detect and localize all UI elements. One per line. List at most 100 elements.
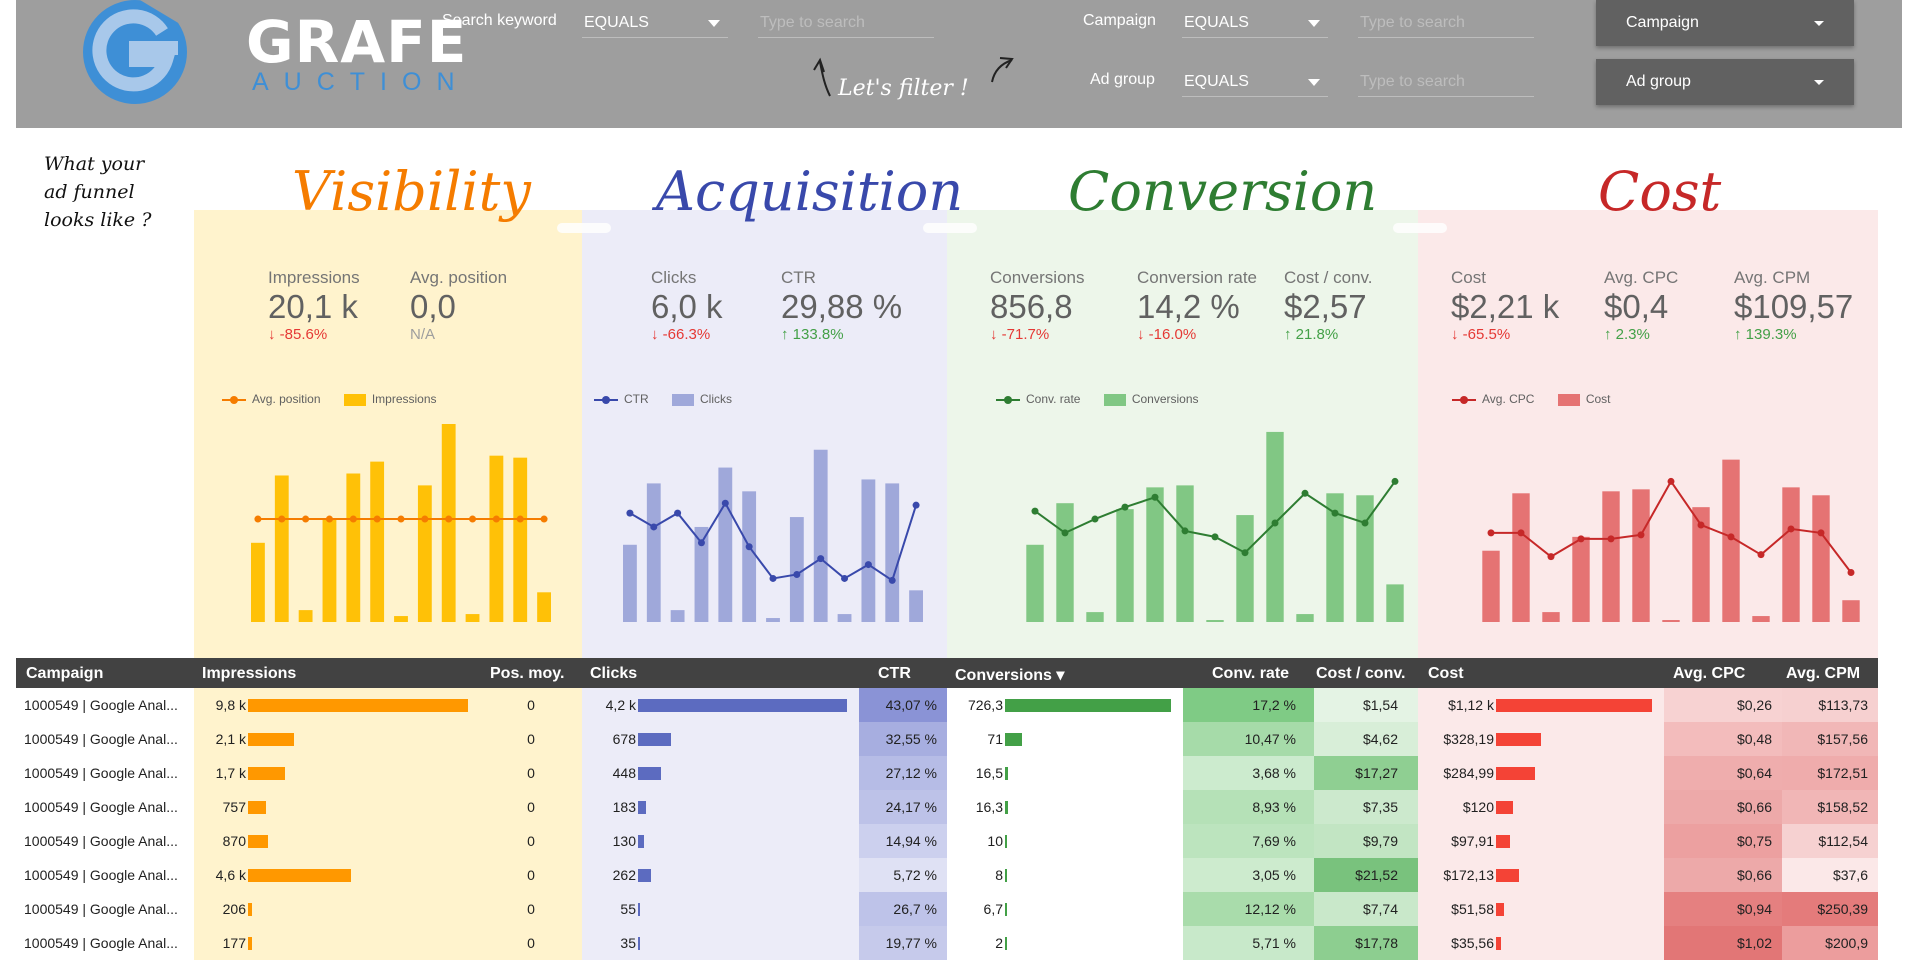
col-campaign[interactable]: Campaign <box>26 665 104 682</box>
chart-bar <box>1482 550 1500 622</box>
cost-cell-bar <box>1496 903 1504 916</box>
avg-cpm-cell-value: $200,9 <box>1825 935 1868 951</box>
cost-cell-bar <box>1496 767 1535 780</box>
chart-bar <box>1512 493 1530 622</box>
conv-rate-cell: 5,71 % <box>1183 926 1314 960</box>
impressions-cell-bar <box>248 869 352 882</box>
chart-point <box>278 515 286 523</box>
cost-chart <box>1482 459 1860 622</box>
position-cell-value: 0 <box>527 867 535 883</box>
table-row[interactable]: 1000549 | Google Anal... 2,1 k 0 678 32,55 %… <box>16 722 1878 756</box>
chart-point <box>373 515 381 523</box>
chart-bar <box>670 610 685 622</box>
table-row[interactable]: 1000549 | Google Anal... 206 0 55 26,7 % 6,7 1… <box>16 892 1878 926</box>
chart-point <box>1031 507 1039 515</box>
campaign-dropdown[interactable]: Campaign <box>1596 0 1854 46</box>
impressions-cell-bar <box>248 733 295 746</box>
kpi-value: 20,1 k <box>268 288 358 325</box>
table-row[interactable]: 1000549 | Google Anal... 9,8 k 0 4,2 k 43,07… <box>16 688 1878 722</box>
adgroup-dropdown[interactable]: Ad group <box>1596 59 1854 105</box>
avg-cpc-cell: $0,94 <box>1664 892 1782 926</box>
table-row[interactable]: 1000549 | Google Anal... 757 0 183 24,17 % 16… <box>16 790 1878 824</box>
chart-bar <box>909 590 923 622</box>
cost-cell-bar <box>1496 835 1511 848</box>
cost-cell-bar <box>1496 733 1542 746</box>
chart-point <box>325 515 333 523</box>
position-cell-value: 0 <box>527 697 535 713</box>
chart-point <box>1301 489 1309 497</box>
bar-legend-marker <box>1103 393 1126 406</box>
chart-point <box>1061 529 1069 537</box>
chart-bar <box>1722 459 1740 622</box>
impressions-cell-value: 177 <box>222 935 246 951</box>
chart-point <box>1517 529 1525 537</box>
acquisition-legend: CTR Clicks <box>594 392 732 406</box>
col-avg-cpc[interactable]: Avg. CPC <box>1673 665 1746 682</box>
clicks-cell: 4,2 k <box>582 688 859 722</box>
clicks-cell: 55 <box>582 892 859 926</box>
search-keyword-input[interactable]: Type to search <box>758 8 934 38</box>
clicks-cell-value: 4,2 k <box>605 697 636 713</box>
col-avg-cpm[interactable]: Avg. CPM <box>1786 665 1861 682</box>
cost-cell-bar <box>1496 869 1520 882</box>
chevron-down-icon <box>1814 80 1824 85</box>
filter-arrows-icon <box>813 57 1014 97</box>
cost-per-conv-cell-value: $4,62 <box>1362 731 1398 747</box>
clicks-cell-bar <box>638 767 661 780</box>
legend-bar-label: Impressions <box>371 392 437 406</box>
cost-cell-value: $328,19 <box>1443 731 1494 747</box>
impressions-cell: 1,7 k <box>194 756 480 790</box>
col-conversions[interactable]: Conversions ▾ <box>955 667 1065 684</box>
conversions-cell-value: 16,5 <box>975 765 1003 781</box>
col-cost[interactable]: Cost <box>1428 665 1464 682</box>
chart-bar <box>1692 507 1710 622</box>
col-cost-per-conv[interactable]: Cost / conv. <box>1316 665 1406 682</box>
cost-cell: $284,99 <box>1418 756 1664 790</box>
chart-bar <box>1752 616 1770 622</box>
kpi-delta: ↑ 2.3% <box>1604 326 1650 343</box>
cost-cell: $120 <box>1418 790 1664 824</box>
adgroup-search-input[interactable]: Type to search <box>1358 67 1534 97</box>
campaign-search-input[interactable]: Type to search <box>1358 8 1534 38</box>
search-keyword-operator-select[interactable]: EQUALS <box>582 8 728 38</box>
legend-bar-label: Clicks <box>700 392 733 406</box>
visibility-legend: Avg. position Impressions <box>222 392 437 406</box>
table-row[interactable]: 1000549 | Google Anal... 870 0 130 14,94 % 10… <box>16 824 1878 858</box>
conversions-cell: 8 <box>947 858 1183 892</box>
avg-cpc-cell: $0,66 <box>1664 858 1782 892</box>
col-ctr[interactable]: CTR <box>878 665 911 682</box>
conversions-cell-bar <box>1005 733 1022 746</box>
col-conv-rate[interactable]: Conv. rate <box>1212 665 1290 682</box>
clicks-cell-bar <box>638 903 641 916</box>
chart-point <box>888 576 896 584</box>
legend-line-label: Avg. CPC <box>1482 392 1535 406</box>
cost-per-conv-cell-value: $7,74 <box>1362 901 1398 917</box>
position-cell: 0 <box>480 926 582 960</box>
kpi-delta: ↓ -71.7% <box>990 326 1050 343</box>
chart-point <box>1121 503 1129 511</box>
table-row[interactable]: 1000549 | Google Anal... 177 0 35 19,77 % 2 5,… <box>16 926 1878 960</box>
col-clicks[interactable]: Clicks <box>590 665 638 682</box>
table-row[interactable]: 1000549 | Google Anal... 4,6 k 0 262 5,72 % 8… <box>16 858 1878 892</box>
ctr-cell-value: 5,72 % <box>893 867 937 883</box>
conv-rate-cell: 3,05 % <box>1183 858 1314 892</box>
impressions-cell-value: 870 <box>222 833 246 849</box>
kpi-delta: ↑ 133.8% <box>781 326 844 343</box>
col-position[interactable]: Pos. moy. <box>490 665 565 682</box>
cost-per-conv-cell-value: $9,79 <box>1362 833 1398 849</box>
chart-point <box>1757 551 1765 559</box>
campaign-filter-label: Campaign <box>1083 12 1156 29</box>
table-row[interactable]: 1000549 | Google Anal... 1,7 k 0 448 27,12 %… <box>16 756 1878 790</box>
col-impressions[interactable]: Impressions <box>202 665 297 682</box>
position-cell: 0 <box>480 824 582 858</box>
chart-bar <box>1266 431 1284 622</box>
note-line: ad funnel <box>44 181 135 203</box>
table-header: Campaign Impressions Pos. moy. Clicks CT… <box>16 658 1878 688</box>
conversions-cell-bar <box>1005 937 1007 950</box>
bar-legend-marker <box>1557 393 1580 406</box>
avg-cpm-cell: $250,39 <box>1782 892 1878 926</box>
chart-point <box>1271 519 1279 527</box>
campaign-operator-select[interactable]: EQUALS <box>1182 8 1328 38</box>
adgroup-operator-select[interactable]: EQUALS <box>1182 67 1328 97</box>
ctr-cell-value: 32,55 % <box>885 731 937 747</box>
